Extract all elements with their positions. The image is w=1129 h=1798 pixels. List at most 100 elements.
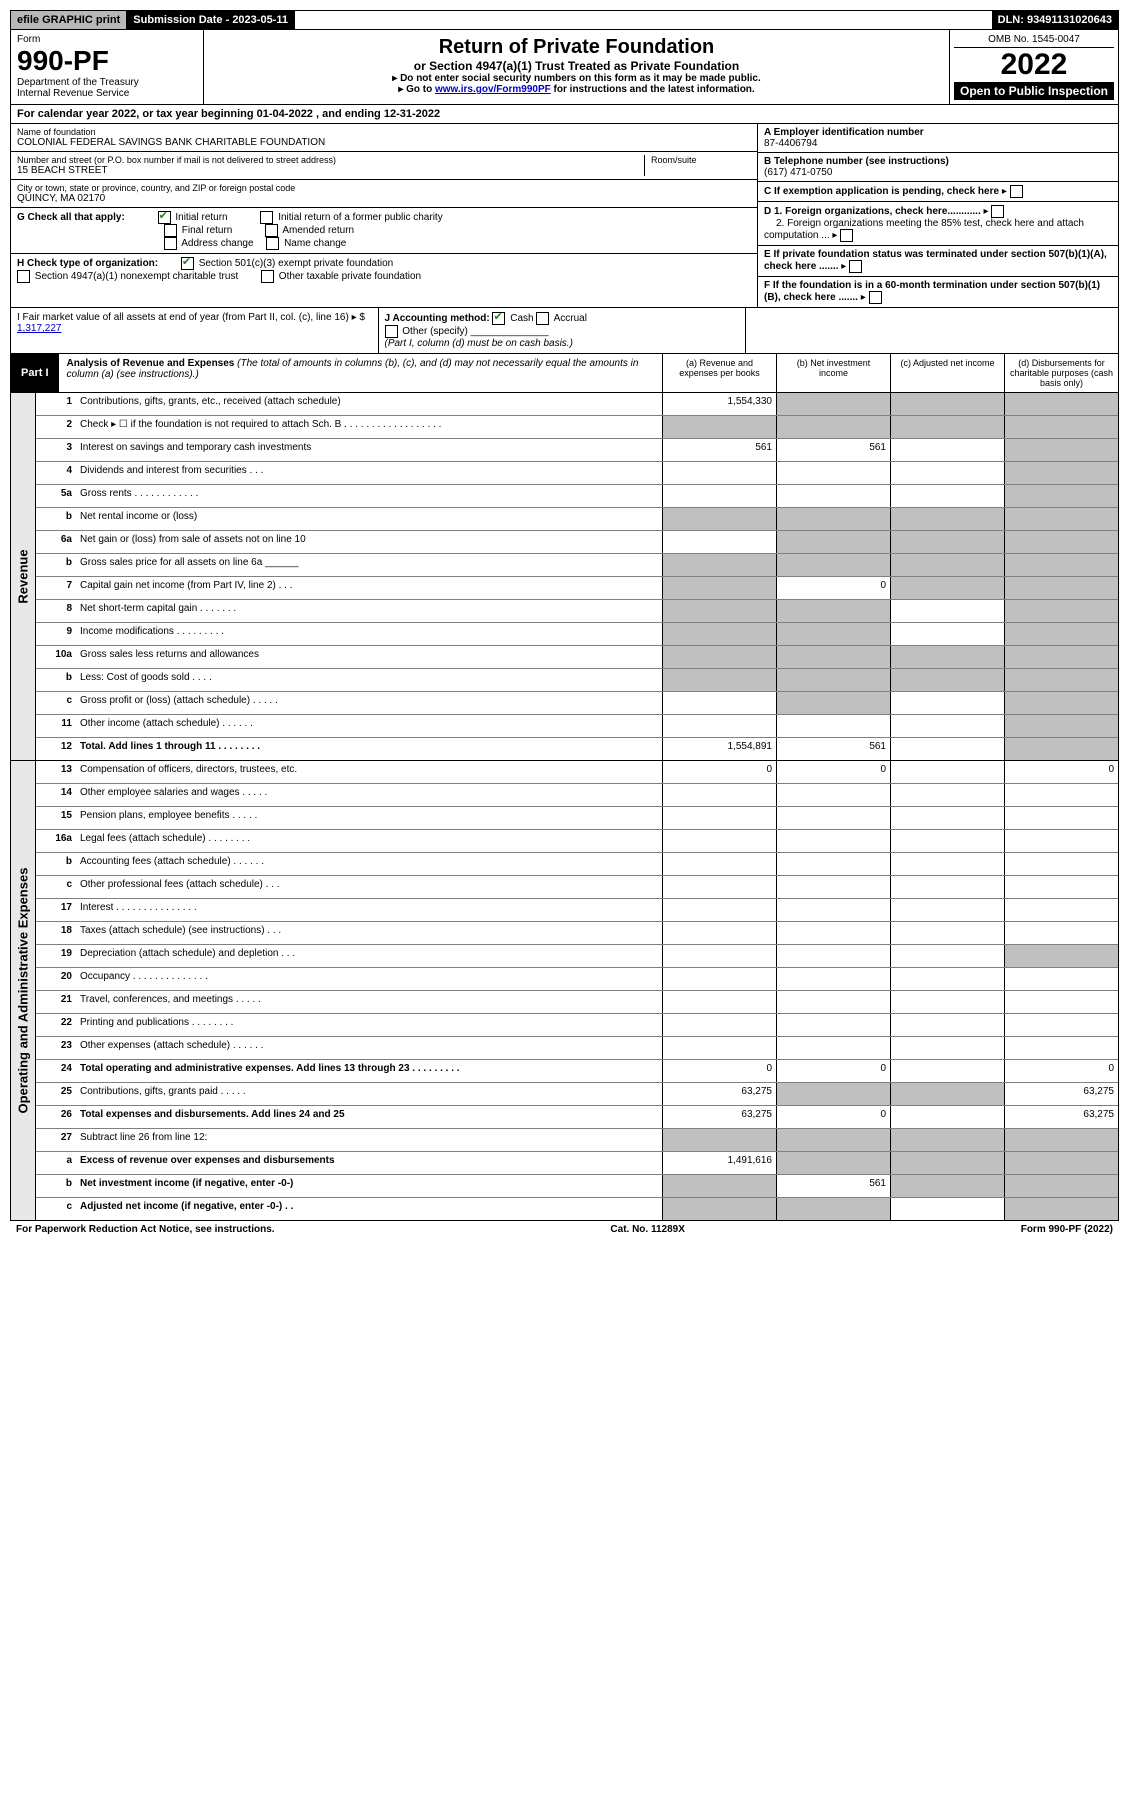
- row-label: Gross sales less returns and allowances: [76, 646, 662, 668]
- row-number: 19: [36, 945, 76, 967]
- row-number: 20: [36, 968, 76, 990]
- row-value-b: [776, 784, 890, 806]
- other-taxable-checkbox[interactable]: [261, 270, 274, 283]
- row-number: 13: [36, 761, 76, 783]
- row-number: 8: [36, 600, 76, 622]
- row-value-b: [776, 1198, 890, 1220]
- initial-former-checkbox[interactable]: [260, 211, 273, 224]
- table-row: 3Interest on savings and temporary cash …: [36, 439, 1118, 462]
- part-1-header: Part I Analysis of Revenue and Expenses …: [10, 354, 1119, 393]
- 60-month-checkbox[interactable]: [869, 291, 882, 304]
- name-change-checkbox[interactable]: [266, 237, 279, 250]
- col-a-header: (a) Revenue and expenses per books: [662, 354, 776, 392]
- row-number: 3: [36, 439, 76, 461]
- row-value-c: [890, 807, 1004, 829]
- row-value-b: [776, 623, 890, 645]
- table-row: 9Income modifications . . . . . . . . .: [36, 623, 1118, 646]
- revenue-table: Revenue 1Contributions, gifts, grants, e…: [10, 393, 1119, 761]
- cash-checkbox[interactable]: [492, 312, 505, 325]
- row-value-b: [776, 1037, 890, 1059]
- row-value-c: [890, 853, 1004, 875]
- row-value-d: [1004, 554, 1118, 576]
- row-label: Other employee salaries and wages . . . …: [76, 784, 662, 806]
- row-value-a: [662, 646, 776, 668]
- row-value-b: [776, 462, 890, 484]
- row-value-d: [1004, 1014, 1118, 1036]
- row-value-b: [776, 669, 890, 691]
- row-value-c: [890, 784, 1004, 806]
- col-d-header: (d) Disbursements for charitable purpose…: [1004, 354, 1118, 392]
- row-value-a: [662, 715, 776, 737]
- row-label: Gross profit or (loss) (attach schedule)…: [76, 692, 662, 714]
- section-h: H Check type of organization: Section 50…: [11, 254, 757, 286]
- row-value-a: [662, 922, 776, 944]
- initial-return-checkbox[interactable]: [158, 211, 171, 224]
- table-row: 4Dividends and interest from securities …: [36, 462, 1118, 485]
- table-row: 11Other income (attach schedule) . . . .…: [36, 715, 1118, 738]
- note-1: ▸ Do not enter social security numbers o…: [210, 73, 943, 84]
- foreign-org-checkbox[interactable]: [991, 205, 1004, 218]
- form-header: Form 990-PF Department of the Treasury I…: [10, 30, 1119, 105]
- 501c3-checkbox[interactable]: [181, 257, 194, 270]
- foreign-85-checkbox[interactable]: [840, 229, 853, 242]
- row-value-b: 0: [776, 1060, 890, 1082]
- row-value-b: [776, 485, 890, 507]
- row-number: 15: [36, 807, 76, 829]
- row-value-d: [1004, 784, 1118, 806]
- row-value-d: [1004, 623, 1118, 645]
- row-value-a: [662, 991, 776, 1013]
- header-right: OMB No. 1545-0047 2022 Open to Public In…: [949, 30, 1118, 104]
- row-value-a: [662, 554, 776, 576]
- row-value-c: [890, 531, 1004, 553]
- table-row: 5aGross rents . . . . . . . . . . . .: [36, 485, 1118, 508]
- final-return-checkbox[interactable]: [164, 224, 177, 237]
- row-value-d: [1004, 531, 1118, 553]
- row-value-a: 561: [662, 439, 776, 461]
- row-value-a: [662, 1198, 776, 1220]
- amended-return-checkbox[interactable]: [265, 224, 278, 237]
- row-value-d: 0: [1004, 1060, 1118, 1082]
- city-cell: City or town, state or province, country…: [11, 180, 757, 208]
- dln-number: DLN: 93491131020643: [992, 11, 1118, 29]
- row-value-c: [890, 830, 1004, 852]
- row-value-b: [776, 508, 890, 530]
- row-label: Other expenses (attach schedule) . . . .…: [76, 1037, 662, 1059]
- table-row: 25Contributions, gifts, grants paid . . …: [36, 1083, 1118, 1106]
- row-number: 21: [36, 991, 76, 1013]
- row-value-c: [890, 600, 1004, 622]
- row-value-b: [776, 1083, 890, 1105]
- row-value-d: [1004, 899, 1118, 921]
- row-value-d: [1004, 968, 1118, 990]
- exemption-pending-checkbox[interactable]: [1010, 185, 1023, 198]
- terminated-checkbox[interactable]: [849, 260, 862, 273]
- row-value-d: [1004, 1175, 1118, 1197]
- row-value-d: [1004, 945, 1118, 967]
- irs-link[interactable]: www.irs.gov/Form990PF: [435, 84, 551, 95]
- row-value-c: [890, 1106, 1004, 1128]
- fmv-link[interactable]: 1,317,227: [17, 323, 62, 334]
- section-f-dup: [746, 308, 1118, 353]
- row-value-a: [662, 853, 776, 875]
- row-value-d: [1004, 416, 1118, 438]
- row-value-b: [776, 600, 890, 622]
- row-label: Pension plans, employee benefits . . . .…: [76, 807, 662, 829]
- 4947-checkbox[interactable]: [17, 270, 30, 283]
- row-value-d: [1004, 393, 1118, 415]
- form-title: Return of Private Foundation: [210, 36, 943, 59]
- row-value-a: [662, 1175, 776, 1197]
- row-number: 18: [36, 922, 76, 944]
- address-change-checkbox[interactable]: [164, 237, 177, 250]
- row-label: Interest on savings and temporary cash i…: [76, 439, 662, 461]
- row-label: Capital gain net income (from Part IV, l…: [76, 577, 662, 599]
- row-value-c: [890, 1175, 1004, 1197]
- accrual-checkbox[interactable]: [536, 312, 549, 325]
- row-value-b: 0: [776, 577, 890, 599]
- row-value-a: [662, 600, 776, 622]
- row-label: Subtract line 26 from line 12:: [76, 1129, 662, 1151]
- row-label: Printing and publications . . . . . . . …: [76, 1014, 662, 1036]
- row-value-d: [1004, 1198, 1118, 1220]
- table-row: 7Capital gain net income (from Part IV, …: [36, 577, 1118, 600]
- row-value-a: 1,491,616: [662, 1152, 776, 1174]
- other-method-checkbox[interactable]: [385, 325, 398, 338]
- row-value-c: [890, 1014, 1004, 1036]
